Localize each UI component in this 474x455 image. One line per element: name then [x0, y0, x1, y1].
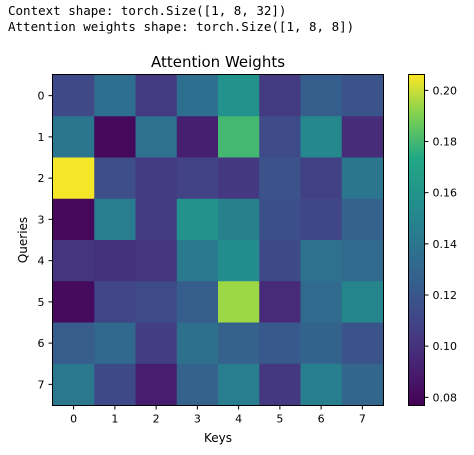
heatmap-cell-r0-c1	[94, 75, 136, 117]
colorbar-tick-label: 0.20	[433, 84, 458, 97]
heatmap-cell-r4-c5	[259, 240, 301, 282]
heatmap-cell-r5-c2	[135, 281, 178, 323]
heatmap-cell-r7-c3	[176, 363, 219, 406]
heatmap-cell-r0-c6	[300, 75, 343, 117]
colorbar-tick-label: 0.10	[433, 340, 458, 353]
x-tick-label: 6	[318, 413, 325, 426]
y-tick-label: 3	[38, 213, 45, 226]
heatmap-cell-r0-c7	[341, 75, 384, 117]
heatmap-cell-r6-c7	[341, 322, 384, 365]
colorbar-tick-label: 0.12	[433, 289, 458, 302]
heatmap-cell-r2-c4	[218, 157, 260, 200]
heatmap-cell-r2-c2	[135, 157, 178, 200]
heatmap-cell-r3-c0	[53, 198, 95, 241]
heatmap-cell-r5-c0	[53, 281, 95, 323]
x-tick-label: 3	[194, 413, 201, 426]
heatmap-cell-r4-c0	[53, 240, 95, 282]
heatmap-cell-r2-c7	[341, 157, 384, 200]
heatmap-cell-r5-c7	[341, 281, 384, 323]
y-tick-label: 5	[38, 296, 45, 309]
colorbar-tick-label: 0.08	[433, 391, 458, 404]
x-tick-label: 7	[359, 413, 366, 426]
heatmap-cell-r1-c5	[259, 116, 301, 158]
heatmap-cell-r6-c6	[300, 322, 343, 365]
heatmap-cell-r4-c3	[176, 240, 219, 282]
colorbar-tick-label: 0.18	[433, 136, 458, 149]
heatmap-cell-r7-c4	[218, 363, 260, 406]
heatmap-cell-r5-c1	[94, 281, 136, 323]
heatmap-cell-r5-c5	[259, 281, 301, 323]
y-tick-label: 6	[38, 337, 45, 350]
heatmap-cell-r3-c3	[176, 198, 219, 241]
heatmap-cell-r3-c7	[341, 198, 384, 241]
y-tick-label: 4	[38, 255, 45, 268]
heatmap-cell-r5-c4	[218, 281, 260, 323]
heatmap-cell-r4-c2	[135, 240, 178, 282]
heatmap-cell-r3-c1	[94, 198, 136, 241]
chart-title: Attention Weights	[151, 53, 285, 71]
heatmap-cell-r0-c2	[135, 75, 178, 117]
y-tick-label: 7	[38, 378, 45, 391]
heatmap-cell-r2-c1	[94, 157, 136, 200]
colorbar-tick-label: 0.16	[433, 187, 458, 200]
y-axis-label: Queries	[16, 217, 30, 263]
x-tick-label: 5	[276, 413, 283, 426]
x-tick-label: 2	[153, 413, 160, 426]
output-line-attention: Attention weights shape: torch.Size([1, …	[8, 19, 355, 34]
heatmap-cell-r6-c1	[94, 322, 136, 365]
y-tick-label: 1	[38, 131, 45, 144]
heatmap-cell-r7-c1	[94, 363, 136, 406]
heatmap-cell-r7-c6	[300, 363, 343, 406]
y-tick-label: 2	[38, 172, 45, 185]
heatmap-cell-r2-c3	[176, 157, 219, 200]
heatmap-cell-r7-c5	[259, 363, 301, 406]
colorbar	[408, 74, 425, 406]
heatmap-cell-r4-c1	[94, 240, 136, 282]
heatmap-cell-r3-c6	[300, 198, 343, 241]
heatmap-cell-r6-c3	[176, 322, 219, 365]
x-tick-label: 0	[70, 413, 77, 426]
heatmap-cell-r0-c3	[176, 75, 219, 117]
heatmap-cell-r1-c6	[300, 116, 343, 158]
heatmap-cell-r7-c2	[135, 363, 178, 406]
x-tick-label: 4	[235, 413, 242, 426]
heatmap-cell-r5-c6	[300, 281, 343, 323]
heatmap-cell-r3-c5	[259, 198, 301, 241]
heatmap-cell-r1-c0	[53, 116, 95, 158]
heatmap-cell-r1-c3	[176, 116, 219, 158]
heatmap-cell-r2-c6	[300, 157, 343, 200]
y-tick-label: 0	[38, 90, 45, 103]
heatmap-cell-r0-c4	[218, 75, 260, 117]
heatmap-cell-r3-c4	[218, 198, 260, 241]
heatmap-cell-r4-c6	[300, 240, 343, 282]
heatmap-cell-r4-c7	[341, 240, 384, 282]
heatmap-cell-r3-c2	[135, 198, 178, 241]
heatmap-cell-r2-c5	[259, 157, 301, 200]
heatmap-cell-r6-c4	[218, 322, 260, 365]
heatmap-cell-r7-c0	[53, 363, 95, 406]
x-axis-label: Keys	[204, 431, 232, 445]
colorbar-tick-label: 0.14	[433, 238, 458, 251]
plot-frame	[52, 74, 384, 406]
output-line-context: Context shape: torch.Size([1, 8, 32])	[8, 3, 287, 18]
heatmap-cell-r1-c7	[341, 116, 384, 158]
heatmap-cell-r1-c2	[135, 116, 178, 158]
heatmap-cell-r0-c5	[259, 75, 301, 117]
heatmap-cell-r6-c5	[259, 322, 301, 365]
heatmap-cell-r1-c4	[218, 116, 260, 158]
heatmap-cell-r7-c7	[341, 363, 384, 406]
heatmap-cell-r4-c4	[218, 240, 260, 282]
heatmap-cell-r6-c0	[53, 322, 95, 365]
heatmap-cell-r6-c2	[135, 322, 178, 365]
heatmap-cell-r0-c0	[53, 75, 95, 117]
heatmap-cell-r1-c1	[94, 116, 136, 158]
heatmap-cell-r2-c0	[53, 157, 95, 200]
x-tick-label: 1	[111, 413, 118, 426]
heatmap-cell-r5-c3	[176, 281, 219, 323]
